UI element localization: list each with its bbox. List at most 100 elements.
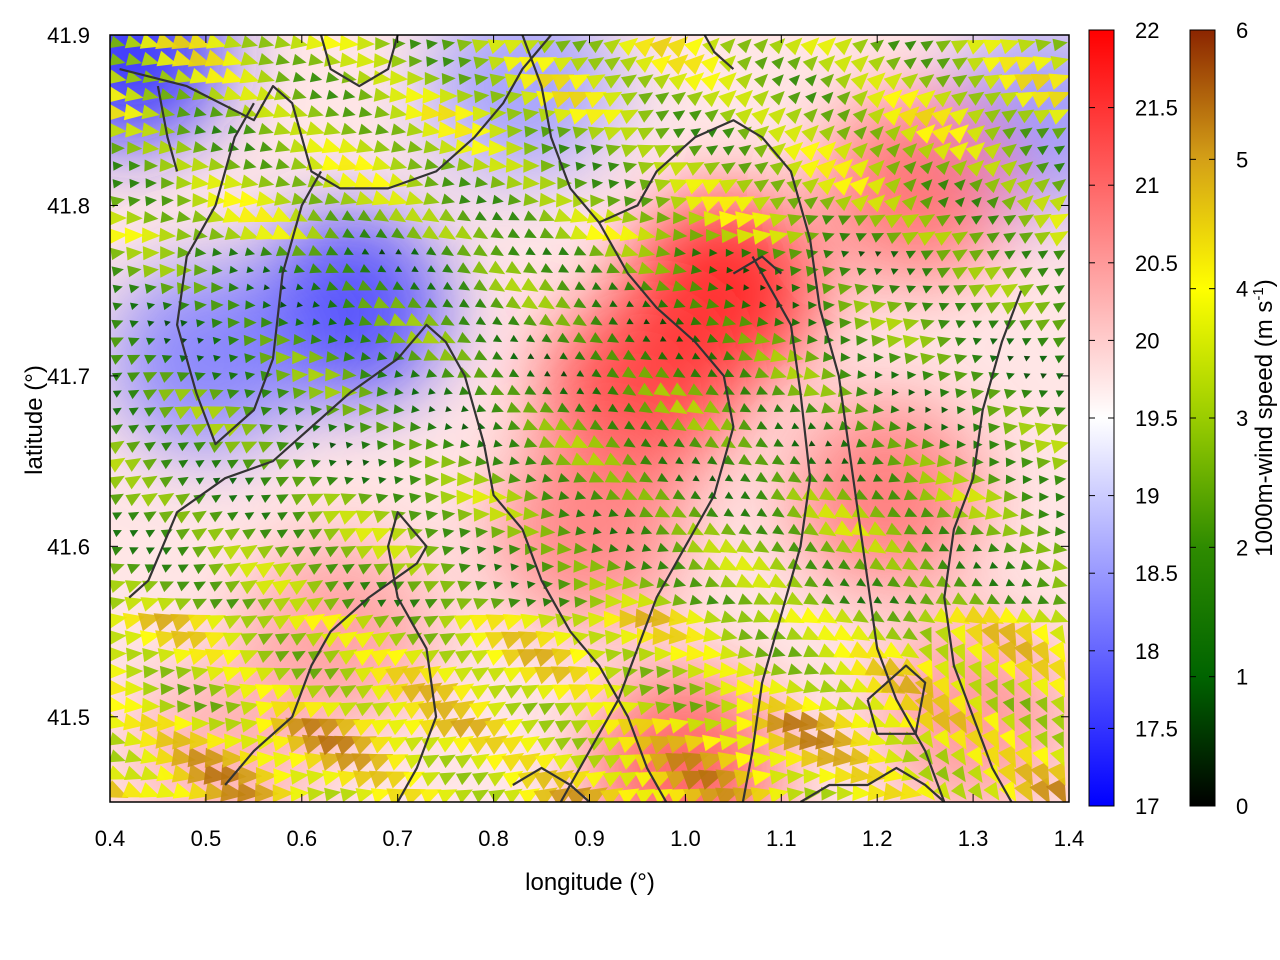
wind-vector [474,385,488,396]
wind-vector [933,90,952,108]
wind-vector [623,402,636,413]
wind-vector [691,456,701,465]
wind-vector [769,161,786,176]
wind-vector [110,440,125,455]
wind-vector [121,781,145,798]
wind-vector [111,546,123,556]
wind-vector [684,734,708,753]
wind-vector [128,424,140,434]
wind-vector [306,225,324,239]
wind-vector [718,555,739,571]
wind-vector [524,228,537,238]
wind-vector [375,37,391,51]
wind-vector [229,265,239,274]
wind-vector [888,472,901,483]
wind-vector [442,56,455,67]
wind-vector [124,458,142,472]
temperature-blob [820,93,1011,284]
wind-vector [690,368,702,378]
wind-vector [290,35,309,50]
wind-vector [262,266,271,273]
wind-vector [603,38,621,55]
terrain-contour [319,35,399,88]
wind-vector [159,581,174,593]
wind-vector [508,315,520,326]
wind-vector [556,193,574,208]
wind-vector [425,491,440,504]
wind-vector [670,196,689,210]
wind-vector [425,527,439,539]
wind-vector [568,74,591,91]
wind-vector [507,245,520,256]
wind-vector [805,402,819,413]
wind-vector [674,246,686,258]
wind-vector [110,475,125,490]
wind-vector [239,650,259,665]
wind-vector [655,524,670,535]
wind-vector [275,245,290,257]
wind-vector [176,210,191,223]
wind-vector [357,209,372,222]
wind-vector [657,560,669,570]
wind-vector [554,702,572,716]
wind-vector [816,747,841,768]
wind-vector [490,297,504,309]
wind-vector [271,579,292,596]
wind-vector [469,614,492,631]
wind-vector [493,439,503,448]
wind-vector [470,649,490,665]
wind-vector [707,351,718,360]
wind-vector [139,630,162,647]
x-axis-title: longitude (°) [525,869,655,896]
wind-vector [641,543,652,552]
wind-vector [1032,745,1049,768]
wind-vector [770,179,786,193]
wind-vector [686,609,707,625]
wind-vector [407,581,422,593]
wind-vector [957,423,966,431]
wind-vector [373,53,392,68]
wind-vector [292,511,306,522]
wind-vector [124,227,145,244]
wind-vector [607,420,619,430]
wind-vector [338,138,359,154]
wind-vector [453,615,474,631]
wind-vector [898,89,920,109]
wind-vector [833,520,854,537]
wind-vector [722,127,735,139]
wind-vector [506,506,524,522]
wind-vector [719,734,740,751]
wind-vector [227,389,240,399]
wind-vector [905,250,917,259]
wind-vector [640,438,652,448]
wind-vector [260,477,272,487]
wind-vector [920,352,936,365]
wind-vector [785,750,807,768]
wind-vector [434,682,459,703]
wind-vector [853,126,867,140]
wind-vector [1015,745,1033,768]
wind-vector [586,74,606,90]
wind-vector [752,229,773,245]
wind-vector [1003,320,1017,330]
wind-vector [1056,510,1066,519]
wind-colorbar-title-main: 1000m-wind speed (m s [1251,301,1278,557]
wind-vector [127,354,141,365]
wind-vector [551,74,575,92]
wind-vector [553,57,573,73]
wind-vector [421,772,441,787]
wind-vector [354,528,375,543]
wind-vector [1019,127,1033,139]
wind-vector [359,581,371,591]
wind-vector [572,40,587,53]
wind-vector [1053,542,1068,555]
wind-vector [603,126,623,141]
wind-vector [189,731,212,750]
wind-vector [947,708,967,734]
wind-vector [854,317,870,330]
wind-vector [110,123,127,138]
wind-vector [769,556,787,571]
wind-vector [503,667,524,683]
wind-vector [124,696,145,714]
wind-vector [591,543,604,554]
